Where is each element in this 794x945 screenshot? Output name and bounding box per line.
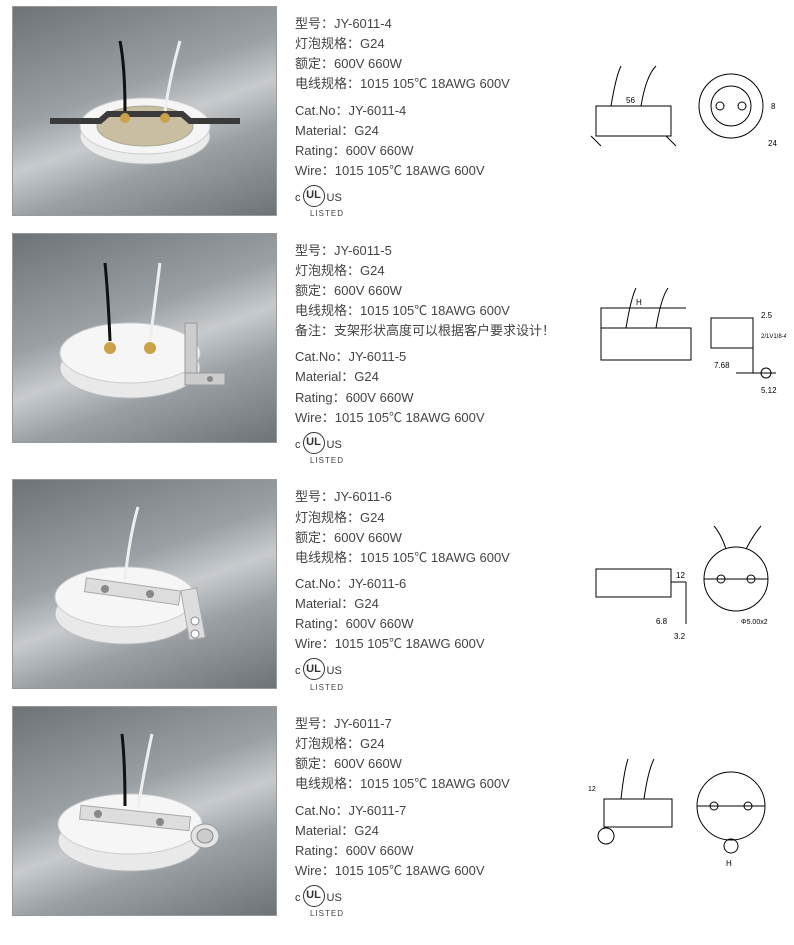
svg-text:6.8: 6.8 xyxy=(656,617,668,626)
svg-text:2.5: 2.5 xyxy=(761,311,773,320)
ul-mark-icon: c UL US xyxy=(295,432,342,454)
technical-drawing: 56 8 24 xyxy=(586,51,786,171)
label-catno-en: Cat.No： xyxy=(295,103,348,118)
label-wire-en: Wire： xyxy=(295,163,335,178)
svg-text:12: 12 xyxy=(588,786,596,793)
product-row: 型号：JY-6011-6 灯泡规格：G24 额定：600V 660W 电线规格：… xyxy=(0,473,794,700)
ul-mark-icon: c UL US xyxy=(295,185,342,207)
product-photo xyxy=(12,6,277,216)
product-photo xyxy=(12,233,277,443)
label-wire-cn: 电线规格： xyxy=(295,76,360,91)
product-photo xyxy=(12,706,277,916)
value-bulb: G24 xyxy=(360,36,385,51)
value-note: 支架形状高度可以根据客户要求设计！ xyxy=(334,323,555,338)
product-photo xyxy=(12,479,277,689)
svg-text:24: 24 xyxy=(768,139,777,148)
product-specs: 型号：JY-6011-6 灯泡规格：G24 额定：600V 660W 电线规格：… xyxy=(295,479,568,694)
product-specs: 型号：JY-6011-5 灯泡规格：G24 额定：600V 660W 电线规格：… xyxy=(295,233,568,468)
label-material-en: Material： xyxy=(295,123,354,138)
value-wire: 1015 105℃ 18AWG 600V xyxy=(360,76,510,91)
product-row: 型号：JY-6011-4 灯泡规格：G24 额定：600V 660W 电线规格：… xyxy=(0,0,794,227)
product-specs: 型号：JY-6011-7 灯泡规格：G24 额定：600V 660W 电线规格：… xyxy=(295,706,568,921)
value-rating: 600V 660W xyxy=(334,56,402,71)
svg-text:12: 12 xyxy=(676,571,685,580)
svg-text:7.68: 7.68 xyxy=(714,361,730,370)
ul-mark-icon: c UL US xyxy=(295,658,342,680)
svg-text:8: 8 xyxy=(771,102,776,111)
svg-text:Φ5.00x2: Φ5.00x2 xyxy=(741,619,768,626)
technical-drawing: 12 3.2 6.8 Φ5.00x2 xyxy=(586,524,786,644)
svg-text:H: H xyxy=(636,298,642,307)
svg-text:5.12: 5.12 xyxy=(761,386,777,395)
label-rating-cn: 额定： xyxy=(295,56,334,71)
ul-listed-text: LISTED xyxy=(310,208,568,220)
svg-text:2/1V1/8-40: 2/1V1/8-40 xyxy=(761,334,786,340)
label-model-cn: 型号： xyxy=(295,16,334,31)
value-wire-en: 1015 105℃ 18AWG 600V xyxy=(335,163,485,178)
svg-text:56: 56 xyxy=(626,96,635,105)
value-catno: JY-6011-4 xyxy=(348,103,406,118)
svg-text:3.2: 3.2 xyxy=(674,632,686,641)
label-bulb-cn: 灯泡规格： xyxy=(295,36,360,51)
technical-drawing: H 2.5 7.68 5.12 2/1V1/8-40 xyxy=(586,278,786,398)
product-row: 型号：JY-6011-7 灯泡规格：G24 额定：600V 660W 电线规格：… xyxy=(0,700,794,927)
product-row: 型号：JY-6011-5 灯泡规格：G24 额定：600V 660W 电线规格：… xyxy=(0,227,794,474)
ul-mark-icon: c UL US xyxy=(295,885,342,907)
technical-drawing: 12 H xyxy=(586,751,786,871)
value-material: G24 xyxy=(354,123,379,138)
svg-text:H: H xyxy=(726,859,732,868)
value-rating-en: 600V 660W xyxy=(346,143,414,158)
value-model: JY-6011-4 xyxy=(334,16,392,31)
ul-c: c xyxy=(295,190,301,207)
label-rating-en: Rating： xyxy=(295,143,346,158)
product-specs: 型号：JY-6011-4 灯泡规格：G24 额定：600V 660W 电线规格：… xyxy=(295,6,568,221)
ul-us: US xyxy=(327,190,342,207)
